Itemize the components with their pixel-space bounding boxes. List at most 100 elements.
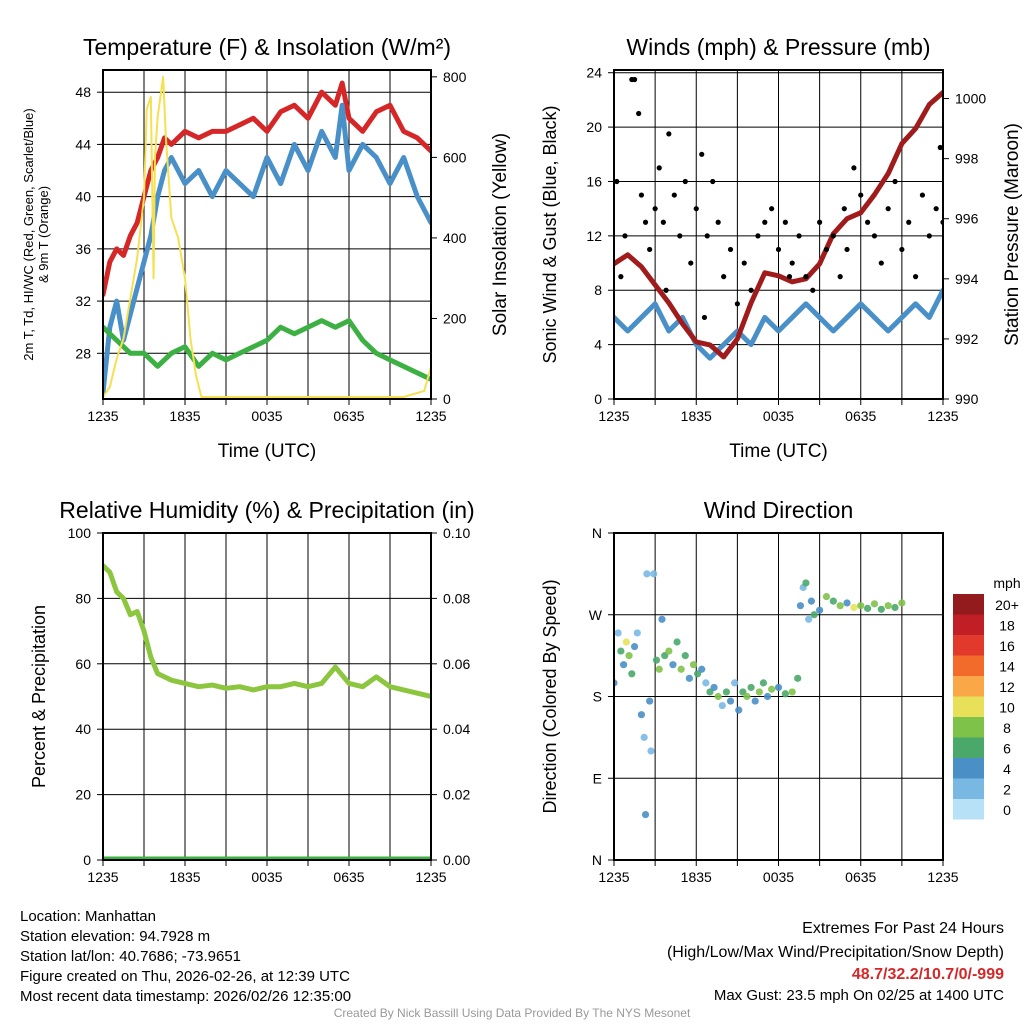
- direction-point: [843, 599, 851, 607]
- gust-point: [704, 233, 710, 239]
- panel-title: Relative Humidity (%) & Precipitation (i…: [59, 497, 474, 523]
- direction-point: [702, 679, 710, 687]
- y-tick-label: 0: [83, 852, 91, 868]
- y-tick-label: 44: [75, 136, 91, 152]
- y-tick-label: 0: [594, 391, 602, 407]
- direction-point: [816, 606, 824, 614]
- x-tick-label: 1235: [927, 869, 958, 885]
- direction-point: [857, 602, 865, 610]
- direction-point: [788, 688, 796, 696]
- legend-label: 10: [999, 700, 1015, 716]
- direction-point: [735, 706, 743, 714]
- direction-point: [619, 661, 628, 669]
- extremes-values: 48.7/32.2/10.7/0/-999: [851, 966, 1004, 983]
- plot-frame: [102, 532, 432, 861]
- y2-tick-label: 0.10: [443, 525, 470, 541]
- direction-point: [898, 599, 906, 607]
- panel-3: Relative Humidity (%) & Precipitation (i…: [29, 497, 475, 885]
- direction-point: [743, 692, 751, 701]
- direction-point: [647, 747, 655, 755]
- legend-label: 0: [1003, 802, 1011, 818]
- direction-point: [850, 603, 858, 612]
- y-tick-label: 28: [75, 345, 91, 361]
- direction-point: [807, 597, 816, 605]
- y-tick-label: 80: [75, 590, 91, 606]
- y2-tick-label: 200: [443, 310, 467, 326]
- y-tick-label: 100: [68, 525, 92, 541]
- legend-swatch: [953, 676, 984, 697]
- credit-text: Created By Nick Bassill Using Data Provi…: [333, 1006, 691, 1020]
- x-tick-label: 1235: [415, 408, 446, 424]
- y-tick-label: 48: [75, 84, 91, 100]
- max-gust-text: Max Gust: 23.5 mph On 02/25 at 1400 UTC: [713, 987, 1004, 1004]
- plot-frame: [102, 69, 432, 400]
- panel-title: Winds (mph) & Pressure (mb): [626, 34, 930, 60]
- direction-point: [641, 810, 650, 819]
- x-tick-label: 1235: [598, 408, 629, 424]
- x-tick-label: 1235: [415, 869, 446, 885]
- legend-swatch: [953, 655, 984, 676]
- y2-tick-label: 990: [955, 391, 979, 407]
- direction-point: [655, 665, 663, 673]
- direction-point: [870, 600, 879, 608]
- gust-point: [741, 260, 747, 266]
- y2-tick-label: 992: [955, 331, 979, 347]
- x-tick-label: 0035: [251, 869, 282, 885]
- gust-point: [796, 233, 802, 239]
- gust-point: [803, 274, 809, 280]
- gust-point: [721, 274, 727, 280]
- legend-label: 14: [999, 659, 1015, 675]
- y2-tick-label: 994: [955, 271, 979, 287]
- gust-point: [899, 246, 905, 253]
- direction-point: [796, 602, 805, 610]
- gust-point: [710, 178, 716, 185]
- legend-label: 4: [1003, 761, 1011, 777]
- gust-point: [636, 110, 642, 117]
- direction-point: [774, 683, 783, 692]
- gust-point: [851, 165, 857, 171]
- gust-point: [682, 178, 688, 185]
- gust-point: [755, 233, 761, 239]
- direction-point: [722, 688, 731, 696]
- y2-axis-label: Solar Insolation (Yellow): [490, 133, 511, 336]
- y2-tick-label: 0.06: [443, 656, 470, 672]
- y-tick-label: 24: [586, 65, 602, 81]
- y2-tick-label: 0: [443, 391, 451, 407]
- y-axis-label: 2m T, Td, HI/WC (Red, Green, Scarlet/Blu…: [21, 108, 36, 360]
- y2-tick-label: 0.00: [443, 852, 470, 868]
- direction-point: [759, 679, 768, 687]
- direction-point: [640, 733, 648, 741]
- plot-frame: [613, 69, 944, 400]
- legend-title: mph: [993, 575, 1020, 591]
- recent-text: Most recent data timestamp: 2026/02/26 1…: [20, 988, 352, 1005]
- series-pressure: [614, 90, 943, 360]
- y-tick-label: 16: [586, 173, 602, 189]
- legend-swatch: [953, 758, 984, 779]
- gust-point: [786, 274, 793, 280]
- x-tick-label: 0035: [763, 408, 794, 424]
- direction-point: [877, 605, 885, 613]
- x-tick-label: 1835: [169, 408, 200, 424]
- gust-point: [647, 246, 653, 253]
- y2-tick-label: 0.02: [443, 787, 470, 803]
- y-tick-label: E: [593, 770, 602, 786]
- x-axis-label: Time (UTC): [729, 441, 828, 462]
- direction-point: [768, 685, 776, 693]
- legend-label: 12: [999, 679, 1015, 695]
- legend-swatch: [953, 737, 984, 758]
- direction-point: [763, 692, 772, 701]
- created-text: Figure created on Thu, 2026-02-26, at 12…: [20, 968, 350, 985]
- legend-swatch: [953, 696, 984, 717]
- direction-point: [884, 602, 892, 610]
- gust-point: [810, 287, 816, 293]
- x-tick-label: 0635: [845, 408, 876, 424]
- direction-point: [864, 604, 872, 612]
- y-tick-label: 4: [594, 337, 602, 353]
- direction-point: [747, 683, 755, 692]
- y-tick-label: 8: [594, 282, 602, 298]
- y-tick-label: W: [589, 607, 603, 623]
- direction-point: [714, 692, 722, 701]
- y-tick-label: 40: [75, 721, 91, 737]
- y2-tick-label: 0.08: [443, 590, 470, 606]
